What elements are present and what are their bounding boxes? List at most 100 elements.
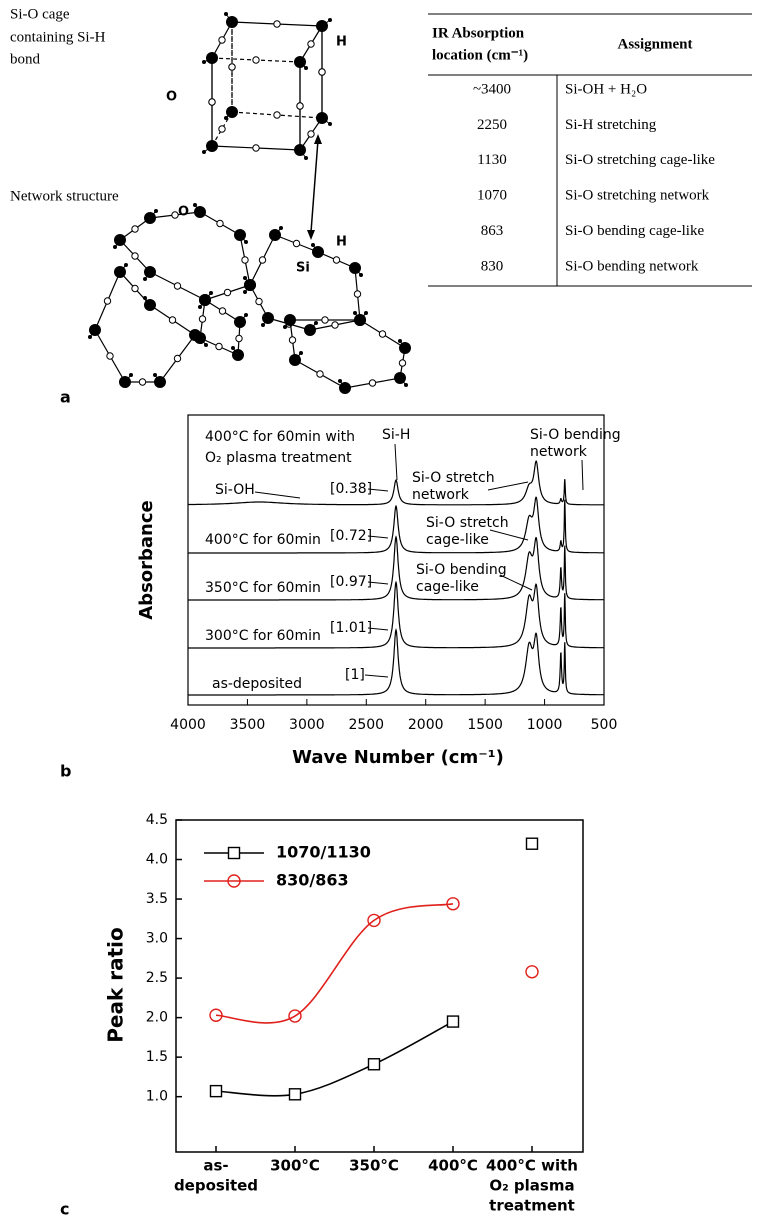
table-cell: 863 [481, 223, 504, 239]
hydrogen-atom [328, 18, 332, 22]
hydrogen-atom [153, 373, 157, 377]
hydrogen-atom [243, 290, 247, 294]
silicon-atom [226, 106, 238, 118]
atom-label: O [178, 205, 189, 220]
pointer [489, 529, 529, 541]
hydrogen-atom [204, 343, 208, 347]
fit-curve [215, 1020, 454, 1097]
network-caption: Network structure [10, 188, 119, 204]
x-tick-label: O₂ plasma [489, 1177, 574, 1195]
silicon-atom [394, 372, 406, 384]
silicon-atom [316, 20, 328, 32]
oxygen-atom [318, 68, 326, 76]
y-tick-label: 4.0 [146, 852, 168, 868]
spectrum [188, 535, 604, 601]
y-axis-title: Absorbance [136, 500, 157, 620]
silicon-atom [312, 246, 324, 258]
oxygen-atom [208, 98, 216, 106]
marker [209, 1084, 223, 1098]
oxygen-atom [131, 225, 139, 233]
table-header: Assignment [617, 36, 692, 52]
silicon-atom [144, 212, 156, 224]
silicon-atom [399, 342, 411, 354]
silicon-atom [339, 382, 351, 394]
table-cell: Si-OH + H₂O [565, 81, 647, 97]
silicon-atom [154, 376, 166, 388]
y-axis-title: Peak ratio [104, 927, 128, 1043]
spectrum [188, 460, 604, 506]
silicon-atom [114, 266, 126, 278]
y-tick-label: 2.5 [146, 970, 168, 986]
x-tick-label: deposited [174, 1177, 258, 1195]
table-cell: 2250 [477, 117, 507, 133]
arrow [310, 139, 319, 233]
x-tick-label: 300°C [270, 1157, 320, 1175]
table-cell: Si-O bending network [565, 258, 699, 274]
silicon-atom [226, 16, 238, 28]
x-tick-label: 400°C [428, 1157, 478, 1175]
value-label: [0.38] [330, 481, 372, 497]
annotation: Si-OH [215, 482, 255, 498]
hydrogen-atom [338, 379, 342, 383]
hydrogen-atom [193, 203, 197, 207]
series-label: 300°C for 60min [205, 628, 321, 644]
silicon-atom [206, 52, 218, 64]
arrow-head [307, 230, 315, 240]
atom-label: Si [296, 261, 310, 276]
oxygen-atom [332, 256, 341, 264]
hydrogen-atom [244, 313, 248, 317]
silicon-atom [289, 354, 301, 366]
marker [367, 1058, 381, 1071]
silicon-atom [234, 229, 246, 241]
x-tick-label: 1500 [467, 717, 503, 733]
table-header: location (cm⁻¹) [432, 47, 528, 63]
silicon-atom [316, 112, 328, 124]
silicon-atom [234, 316, 246, 328]
oxygen-atom [378, 330, 387, 338]
hydrogen-atom [311, 243, 315, 247]
series-label: O₂ plasma treatment [205, 450, 352, 466]
hydrogen-atom [88, 335, 92, 339]
hydrogen-atom [261, 323, 265, 327]
atom-label: O [166, 90, 177, 105]
y-tick-label: 1.5 [146, 1049, 168, 1065]
table-cell: 1130 [477, 152, 506, 168]
plot-frame [187, 414, 605, 706]
hydrogen-atom [143, 277, 147, 281]
silicon-atom [354, 314, 366, 326]
oxygen-atom [273, 20, 281, 28]
oxygen-atom [131, 252, 139, 260]
silicon-atom [304, 324, 316, 336]
marker [525, 837, 539, 850]
cage-caption: containing Si-H [10, 29, 106, 45]
hydrogen-atom [359, 273, 363, 277]
oxygen-atom [288, 336, 297, 344]
cage-caption: Si-O cage [10, 6, 70, 22]
silicon-atom [194, 332, 206, 344]
x-tick-label: 400°C with [486, 1157, 578, 1175]
oxygen-atom [138, 378, 147, 386]
silicon-atom [232, 349, 244, 361]
x-tick-label: 3000 [289, 717, 325, 733]
atom-label: H [336, 35, 347, 50]
marker [446, 1015, 460, 1028]
oxygen-atom [215, 342, 223, 351]
oxygen-atom [106, 352, 114, 360]
marker [209, 1008, 223, 1022]
oxygen-atom [198, 315, 207, 323]
oxygen-atom [235, 334, 243, 343]
annotation: Si-H [382, 427, 410, 443]
silicon-atom [199, 294, 211, 306]
molecule-drawing [88, 12, 411, 394]
silicon-atom [144, 266, 156, 278]
oxygen-atom [168, 316, 177, 324]
series-label: 400°C for 60min with [205, 429, 355, 445]
hydrogen-atom [202, 150, 206, 154]
x-tick-label: 2000 [408, 717, 444, 733]
oxygen-atom [273, 111, 281, 119]
hydrogen-atom [279, 226, 283, 230]
oxygen-atom [331, 321, 339, 329]
x-axis-title: Wave Number (cm⁻¹) [292, 747, 504, 768]
x-tick-label: 350°C [349, 1157, 399, 1175]
